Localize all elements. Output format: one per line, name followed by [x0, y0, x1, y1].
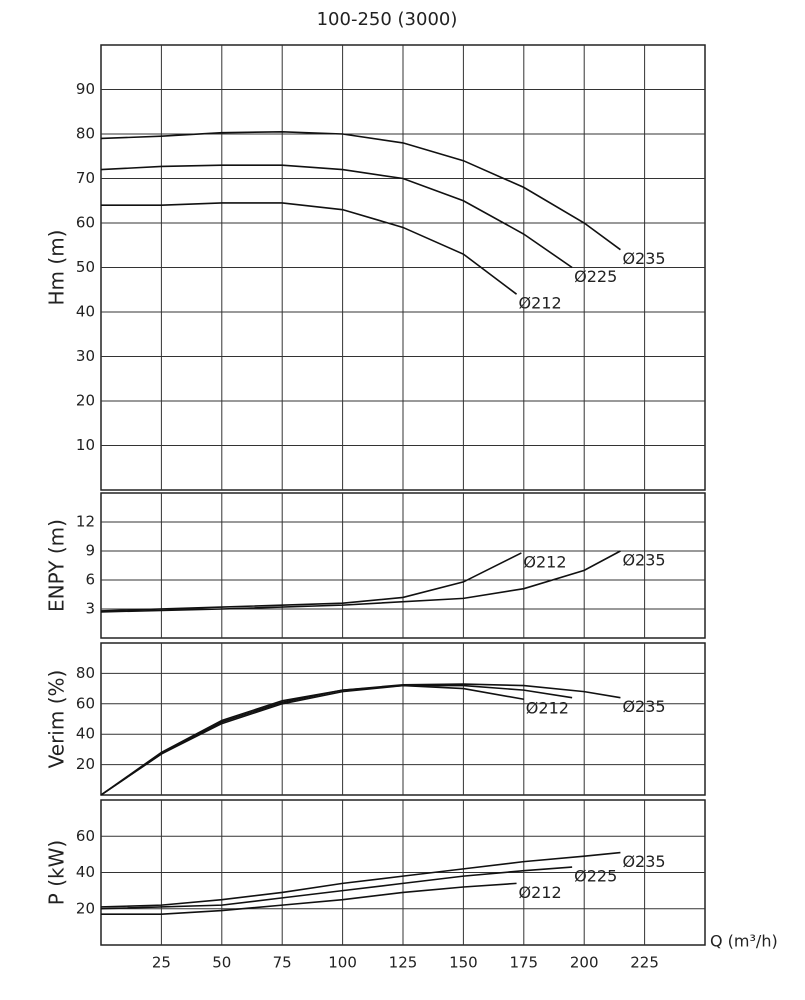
y-axis-label: P (kW): [45, 840, 69, 905]
curve: [100, 130, 621, 251]
y-tick-label: 50: [76, 258, 95, 276]
y-tick-label: 40: [76, 725, 95, 743]
y-tick-label: 3: [85, 600, 95, 618]
curve-label: Ø225: [574, 267, 617, 286]
curve-label: Ø212: [523, 552, 566, 571]
x-tick-label: 50: [212, 954, 231, 972]
x-tick-label: 100: [328, 954, 357, 972]
y-tick-label: 40: [76, 303, 95, 321]
y-tick-label: 90: [76, 80, 95, 98]
curve-label: Ø235: [622, 249, 665, 268]
x-tick-label: 175: [509, 954, 538, 972]
y-tick-label: 80: [76, 125, 95, 143]
curve-label: Ø212: [519, 883, 562, 902]
curve: [101, 882, 517, 915]
curve-label: Ø212: [526, 699, 569, 718]
x-tick-label: 225: [630, 954, 659, 972]
y-axis-label: Verim (%): [45, 670, 69, 769]
y-tick-label: 40: [76, 863, 95, 881]
x-tick-label: 200: [570, 954, 599, 972]
x-tick-label: 150: [449, 954, 478, 972]
curve-label: Ø235: [622, 697, 665, 716]
curve: [100, 851, 621, 908]
y-tick-label: 20: [76, 899, 95, 917]
curve: [100, 552, 522, 612]
chart-title: 100-250 (3000): [317, 9, 458, 30]
curve-label: Ø225: [574, 867, 617, 886]
x-tick-label: 75: [273, 954, 292, 972]
y-tick-label: 10: [76, 436, 95, 454]
y-tick-label: 20: [76, 755, 95, 773]
curve: [100, 164, 573, 269]
x-tick-label: 125: [389, 954, 418, 972]
y-tick-label: 80: [76, 664, 95, 682]
y-axis-label: Hm (m): [45, 230, 69, 306]
curve: [101, 202, 518, 295]
curve-label: Ø235: [622, 551, 665, 570]
y-tick-label: 9: [85, 542, 95, 560]
y-tick-label: 20: [76, 392, 95, 410]
y-axis-label: ENPY (m): [45, 519, 69, 612]
x-tick-label: 25: [152, 954, 171, 972]
curve: [100, 684, 524, 796]
curve: [100, 683, 621, 796]
y-tick-label: 30: [76, 347, 95, 365]
y-tick-label: 70: [76, 169, 95, 187]
x-axis-label: Q (m³/h): [710, 932, 778, 951]
y-tick-label: 6: [85, 571, 95, 589]
y-tick-label: 60: [76, 827, 95, 845]
curve: [100, 684, 573, 796]
y-tick-label: 60: [76, 694, 95, 712]
curve: [100, 866, 573, 910]
y-tick-label: 60: [76, 214, 95, 232]
curve-label: Ø235: [622, 852, 665, 871]
curve: [100, 550, 621, 613]
y-tick-label: 12: [76, 513, 95, 531]
curve-label: Ø212: [519, 294, 562, 313]
